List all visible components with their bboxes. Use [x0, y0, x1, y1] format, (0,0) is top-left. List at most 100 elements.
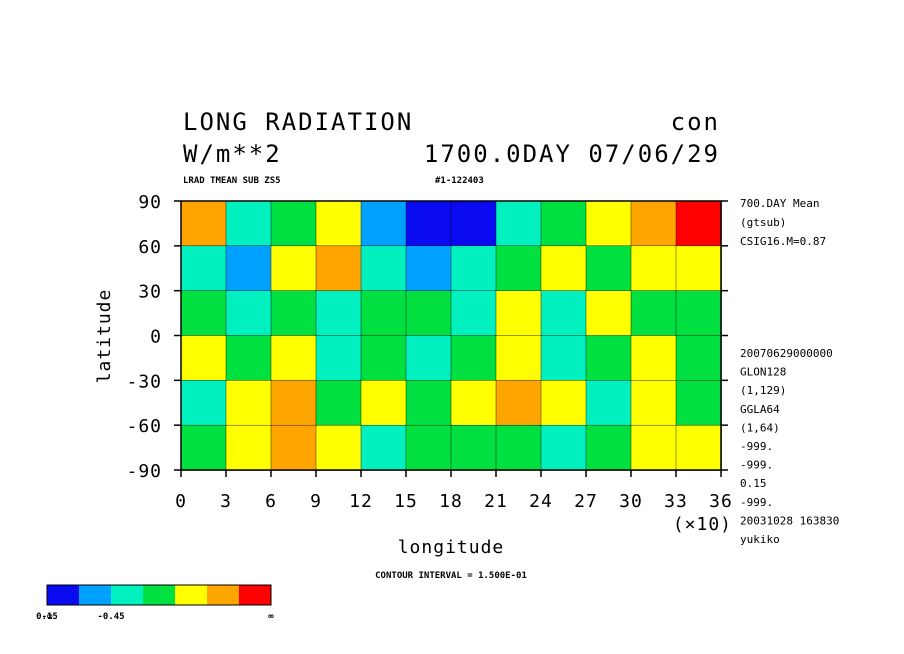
field-cell: [675, 380, 722, 426]
colorbar-label: -∞: [42, 612, 53, 622]
colorbar-label: 0.15: [36, 612, 58, 622]
field-cell: [225, 290, 272, 337]
field-cell: [180, 245, 227, 292]
field-cell: [360, 335, 407, 382]
field: [180, 200, 722, 471]
field-cell: [585, 424, 632, 471]
colorbar-swatch: [79, 585, 111, 605]
x-multiplier: (×10): [673, 514, 732, 535]
y-axis-label: latitude: [94, 289, 115, 384]
field-cell: [315, 335, 362, 382]
field-cell: [585, 245, 632, 292]
colorbar-swatch: [111, 585, 143, 605]
field-cell: [270, 290, 317, 337]
chart-subtitle-right: 1700.0DAY 07/06/29: [424, 140, 720, 168]
field-cell: [540, 290, 587, 337]
field-cell: [315, 380, 362, 426]
field-cell: [495, 424, 542, 471]
note: -999.: [740, 496, 773, 509]
field-cell: [405, 245, 452, 292]
field-cell: [450, 200, 497, 247]
note: (gtsub): [740, 216, 786, 229]
field-cell: [180, 290, 227, 337]
contour-interval: CONTOUR INTERVAL = 1.500E-01: [375, 571, 527, 581]
note: -999.: [740, 459, 773, 472]
field-cell: [405, 380, 452, 426]
field-cell: [630, 380, 677, 426]
variable-label: LRAD TMEAN SUB ZS5: [183, 176, 281, 186]
field-cell: [495, 200, 542, 247]
field-cell: [270, 335, 317, 382]
colorbar-label: -0.45: [97, 612, 124, 622]
note: -999.: [740, 440, 773, 453]
note: 0.15: [740, 477, 767, 490]
y-tick-label: 90: [138, 192, 162, 213]
x-tick-label: 9: [310, 491, 322, 512]
x-axis-label: longitude: [398, 537, 505, 558]
field-cell: [180, 200, 227, 247]
field-cell: [450, 245, 497, 292]
note: 20031028 163830: [740, 514, 839, 527]
field-cell: [225, 424, 272, 471]
x-tick-label: 36: [709, 491, 733, 512]
note: CSIG16.M=0.87: [740, 235, 826, 248]
field-cell: [495, 335, 542, 382]
x-tick-label: 15: [394, 491, 418, 512]
note: GLON128: [740, 366, 786, 379]
field-cell: [540, 245, 587, 292]
field-cell: [315, 290, 362, 337]
chart-subtitle: W/m**2: [183, 140, 282, 168]
field-cell: [315, 200, 362, 247]
field-cell: [360, 380, 407, 426]
field-cell: [585, 335, 632, 382]
colorbar-swatch: [47, 585, 79, 605]
field-cell: [450, 380, 497, 426]
field-cell: [540, 200, 587, 247]
field-cell: [495, 245, 542, 292]
field-cell: [495, 290, 542, 337]
note: GGLA64: [740, 403, 780, 416]
field-cell: [405, 200, 452, 247]
field-cell: [540, 424, 587, 471]
x-tick-label: 30: [619, 491, 643, 512]
colorbar-swatch: [239, 585, 271, 605]
y-tick-label: -30: [126, 371, 162, 392]
field-cell: [675, 424, 722, 471]
note: (1,64): [740, 421, 780, 434]
colorbar-swatch: [143, 585, 175, 605]
field-cell: [585, 380, 632, 426]
field-cell: [540, 335, 587, 382]
field-cell: [360, 245, 407, 292]
field-cell: [180, 424, 227, 471]
field-cell: [405, 290, 452, 337]
y-tick-label: 0: [150, 327, 162, 348]
field-cell: [675, 335, 722, 382]
field-cell: [270, 245, 317, 292]
y-tick-label: -90: [126, 461, 162, 482]
field-cell: [585, 200, 632, 247]
field-cell: [675, 200, 722, 247]
field-cell: [450, 335, 497, 382]
field-cell: [315, 245, 362, 292]
field-cell: [180, 380, 227, 426]
note: 20070629000000: [740, 347, 833, 360]
field-cell: [405, 424, 452, 471]
field-cell: [360, 424, 407, 471]
field-cell: [630, 245, 677, 292]
note: yukiko: [740, 533, 780, 546]
field-cell: [225, 245, 272, 292]
field-cell: [225, 380, 272, 426]
field-cell: [360, 290, 407, 337]
x-tick-label: 18: [439, 491, 463, 512]
x-tick-label: 33: [664, 491, 688, 512]
field-cell: [405, 335, 452, 382]
y-tick-label: -60: [126, 416, 162, 437]
note: 700.DAY Mean: [740, 197, 819, 210]
field-cell: [630, 424, 677, 471]
field-cell: [315, 424, 362, 471]
x-tick-label: 6: [265, 491, 277, 512]
field-cell: [225, 200, 272, 247]
field-cell: [270, 424, 317, 471]
